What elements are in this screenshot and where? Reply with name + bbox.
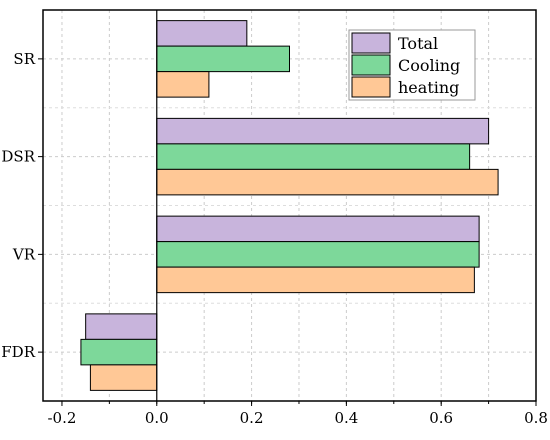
bar-cooling-dsr [156, 143, 471, 170]
bar-cooling-sr [156, 45, 290, 73]
y-tick-label: VR [12, 245, 36, 263]
bar-heating-sr [156, 71, 210, 98]
bar-total-sr [156, 20, 248, 47]
bar-cooling-vr [156, 241, 480, 268]
legend-label: heating [398, 78, 459, 97]
bar-total-dsr [156, 117, 490, 145]
legend-label: Total [398, 34, 438, 53]
axes-layer: -0.2 0.0 0.2 0.4 0.6 0.8 SR DSR VR FDR [1, 9, 548, 427]
y-tick-label: DSR [1, 148, 35, 166]
x-tick-label: 0.6 [429, 409, 453, 427]
y-tick-label: FDR [1, 343, 35, 361]
x-tick-label: 0.8 [524, 409, 548, 427]
plot-frame [42, 9, 537, 402]
legend: Total Cooling heating [348, 29, 476, 101]
bar-heating-vr [156, 266, 475, 294]
bar-cooling-fdr [80, 338, 158, 366]
x-tick-label: 0.4 [334, 409, 358, 427]
x-tick-label: 0.2 [240, 409, 264, 427]
legend-swatch [351, 54, 391, 76]
bars-layer [80, 20, 499, 391]
legend-swatch [351, 32, 391, 54]
y-tick-label: SR [13, 50, 35, 68]
bar-heating-fdr [89, 364, 158, 391]
legend-label: Cooling [398, 56, 460, 75]
bar-total-vr [156, 215, 480, 243]
legend-swatch [351, 76, 391, 98]
x-tick-label: 0.0 [145, 409, 169, 427]
bar-total-fdr [85, 313, 158, 340]
x-tick-label: -0.2 [47, 409, 76, 427]
bar-heating-dsr [156, 168, 499, 196]
